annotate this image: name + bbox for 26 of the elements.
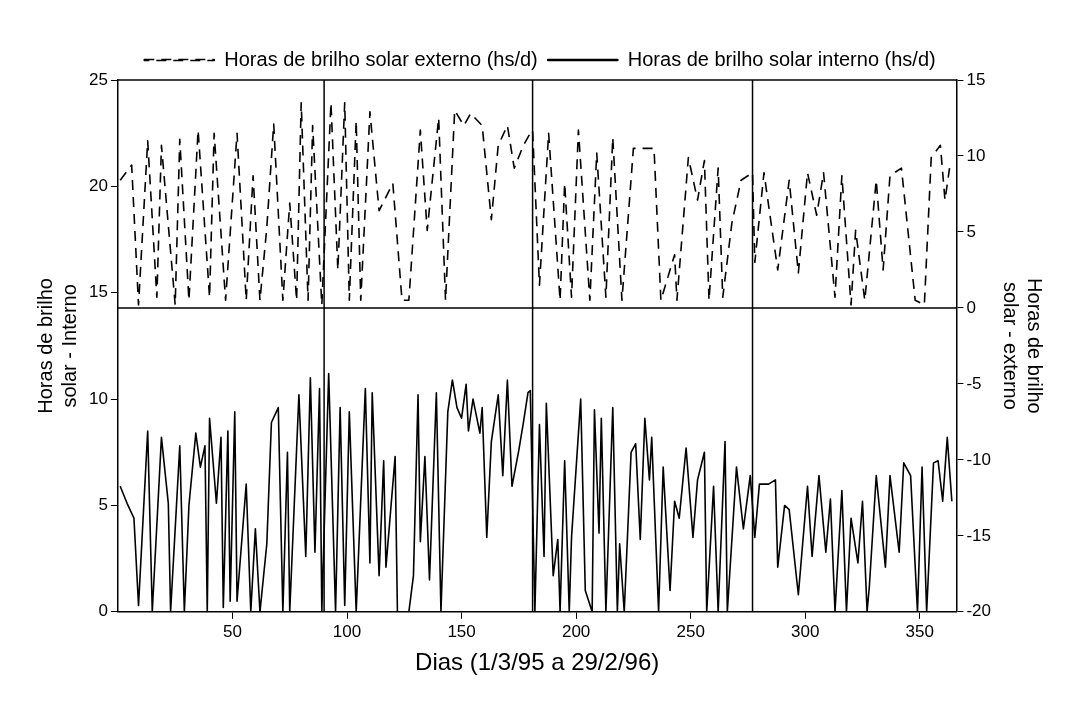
- x-tick-label: 150: [447, 621, 476, 641]
- y2-tick-label: 5: [966, 221, 976, 241]
- legend-label: Horas de brilho solar externo (hs/d): [224, 47, 538, 70]
- y2-tick-label: -15: [966, 525, 992, 545]
- x-tick-label: 300: [791, 621, 820, 641]
- y-tick-label: 25: [88, 69, 108, 89]
- y2-tick-label: -10: [966, 449, 992, 469]
- y-tick-label: 5: [98, 495, 108, 515]
- y2-tick-label: 10: [966, 145, 986, 165]
- y-tick-label: 10: [88, 388, 108, 408]
- x-tick-label: 350: [905, 621, 934, 641]
- y-tick-label: 15: [88, 282, 108, 302]
- x-axis-title: Dias (1/3/95 a 29/2/96): [415, 648, 660, 676]
- y2-tick-label: -5: [966, 373, 982, 393]
- y-tick-label: 20: [88, 176, 108, 196]
- y2-tick-label: 0: [966, 297, 976, 317]
- x-tick-label: 250: [676, 621, 705, 641]
- y2-tick-label: -20: [966, 601, 992, 621]
- x-tick-label: 200: [561, 621, 591, 641]
- legend-label: Horas de brilho solar interno (hs/d): [627, 47, 936, 70]
- y2-axis-title: Horas de brilho solar - externo: [1000, 278, 1047, 414]
- x-tick-label: 100: [332, 621, 362, 641]
- y-tick-label: 0: [98, 601, 108, 621]
- y2-tick-label: 15: [966, 69, 986, 89]
- y-axis-title: Horas de brilho solar - Interno: [33, 278, 80, 414]
- x-tick-label: 50: [223, 621, 242, 641]
